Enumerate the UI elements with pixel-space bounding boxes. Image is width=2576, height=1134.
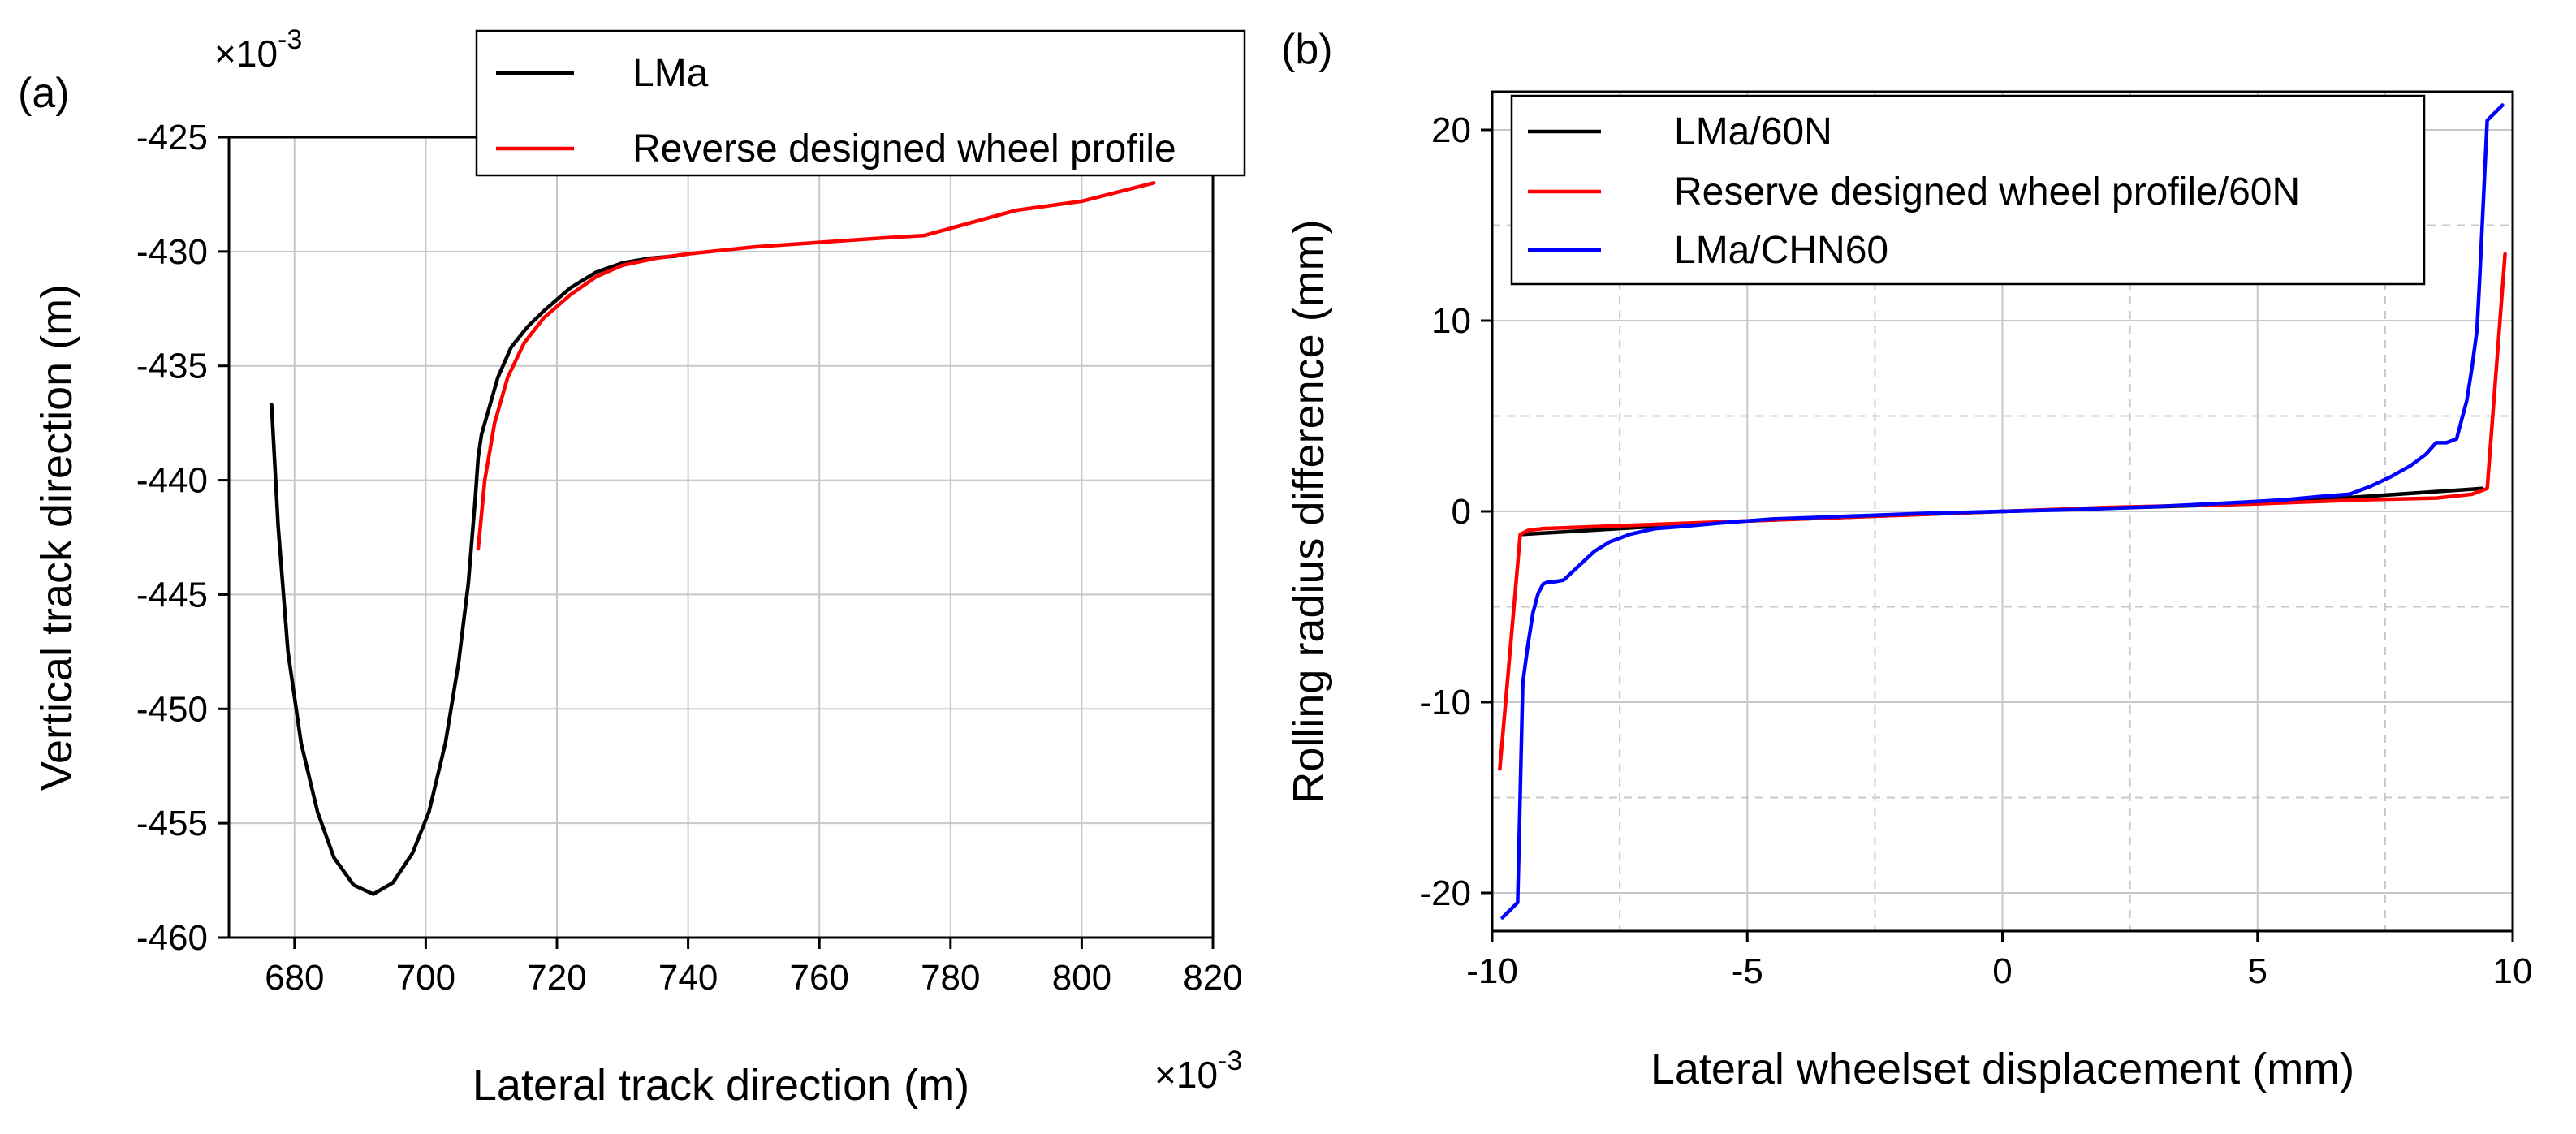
series-line-2 xyxy=(1500,103,2505,920)
panel-label: (a) xyxy=(18,70,70,117)
legend-label: LMa xyxy=(632,52,709,95)
legend-label: Reserve designed wheel profile/60N xyxy=(1674,170,2300,213)
y-tick-label: -10 xyxy=(1419,683,1471,722)
y-tick-label: 20 xyxy=(1431,110,1471,150)
x-tick-label: 780 xyxy=(921,958,980,998)
y-tick-label: -445 xyxy=(136,575,208,614)
legend-label: LMa/60N xyxy=(1674,110,1832,153)
legend: LMa/60N Reserve designed wheel profile/60… xyxy=(1510,94,2426,286)
y-scale-base: ×10 xyxy=(214,32,278,75)
legend-item-1: Reserve designed wheel profile/60N xyxy=(1528,170,2300,213)
y-axis-label: Vertical track direction (m) xyxy=(32,284,81,791)
x-tick-label: 680 xyxy=(265,958,324,998)
x-tick-label: 10 xyxy=(2493,951,2533,991)
x-tick-label: 800 xyxy=(1052,958,1111,998)
y-tick-label: -460 xyxy=(136,918,208,958)
x-axis-label: Lateral wheelset displacement (mm) xyxy=(1650,1045,2354,1093)
x-tick-label: 740 xyxy=(658,958,718,998)
legend: LMa Reverse designed wheel profile xyxy=(475,29,1246,177)
grid xyxy=(229,137,1213,938)
legend-box xyxy=(475,29,1246,177)
series-line-1 xyxy=(476,181,1156,551)
y-tick-label: 0 xyxy=(1452,492,1471,532)
legend-item-1: Reverse designed wheel profile xyxy=(496,127,1176,170)
x-tick-label: -5 xyxy=(1732,951,1763,991)
y-tick-label: 10 xyxy=(1431,301,1471,341)
x-tick-label: 5 xyxy=(2248,951,2267,991)
y-tick-label: -440 xyxy=(136,461,208,501)
panel-b: -10 -5 0 5 10 -20 -10 0 10 20 Lateral wheelset dis… xyxy=(1281,26,2532,1093)
y-scale-exponent: -3 xyxy=(278,24,302,55)
x-axis-label: Lateral track direction (m) xyxy=(472,1061,969,1110)
legend-item-2: LMa/CHN60 xyxy=(1528,229,1888,272)
legend-label: LMa/CHN60 xyxy=(1674,229,1888,272)
x-scale-exponent: -3 xyxy=(1218,1046,1242,1076)
x-scale-multiplier: ×10-3 xyxy=(1154,1046,1242,1096)
x-tick-label: 700 xyxy=(396,958,455,998)
y-scale-multiplier: ×10-3 xyxy=(214,24,302,75)
legend-box xyxy=(1510,94,2426,286)
legend-item-0: LMa/60N xyxy=(1528,110,1832,153)
x-tick-label: -10 xyxy=(1466,951,1518,991)
y-tick-label: -435 xyxy=(136,347,208,386)
legend-label: Reverse designed wheel profile xyxy=(632,127,1176,170)
y-axis-label: Rolling radius difference (mm) xyxy=(1284,219,1333,803)
panel-a: 680 700 720 740 760 780 800 820 -460 -455 -450 -445… xyxy=(18,24,1246,1110)
y-tick-label: -455 xyxy=(136,804,208,843)
y-tick-label: -450 xyxy=(136,689,208,729)
ticks: -10 -5 0 5 10 -20 -10 0 10 20 xyxy=(1419,110,2532,991)
y-tick-label: -425 xyxy=(136,118,208,157)
x-tick-label: 820 xyxy=(1183,958,1242,998)
x-tick-label: 0 xyxy=(1992,951,2012,991)
ticks: 680 700 720 740 760 780 800 820 -460 -455 -450 -445… xyxy=(136,118,1243,998)
x-scale-base: ×10 xyxy=(1154,1054,1218,1096)
x-tick-label: 760 xyxy=(789,958,848,998)
y-tick-label: -20 xyxy=(1419,873,1471,913)
panel-label: (b) xyxy=(1281,26,1333,73)
legend-item-0: LMa xyxy=(496,52,709,95)
x-tick-label: 720 xyxy=(527,958,586,998)
y-tick-label: -430 xyxy=(136,232,208,272)
series-line-0 xyxy=(270,252,690,896)
